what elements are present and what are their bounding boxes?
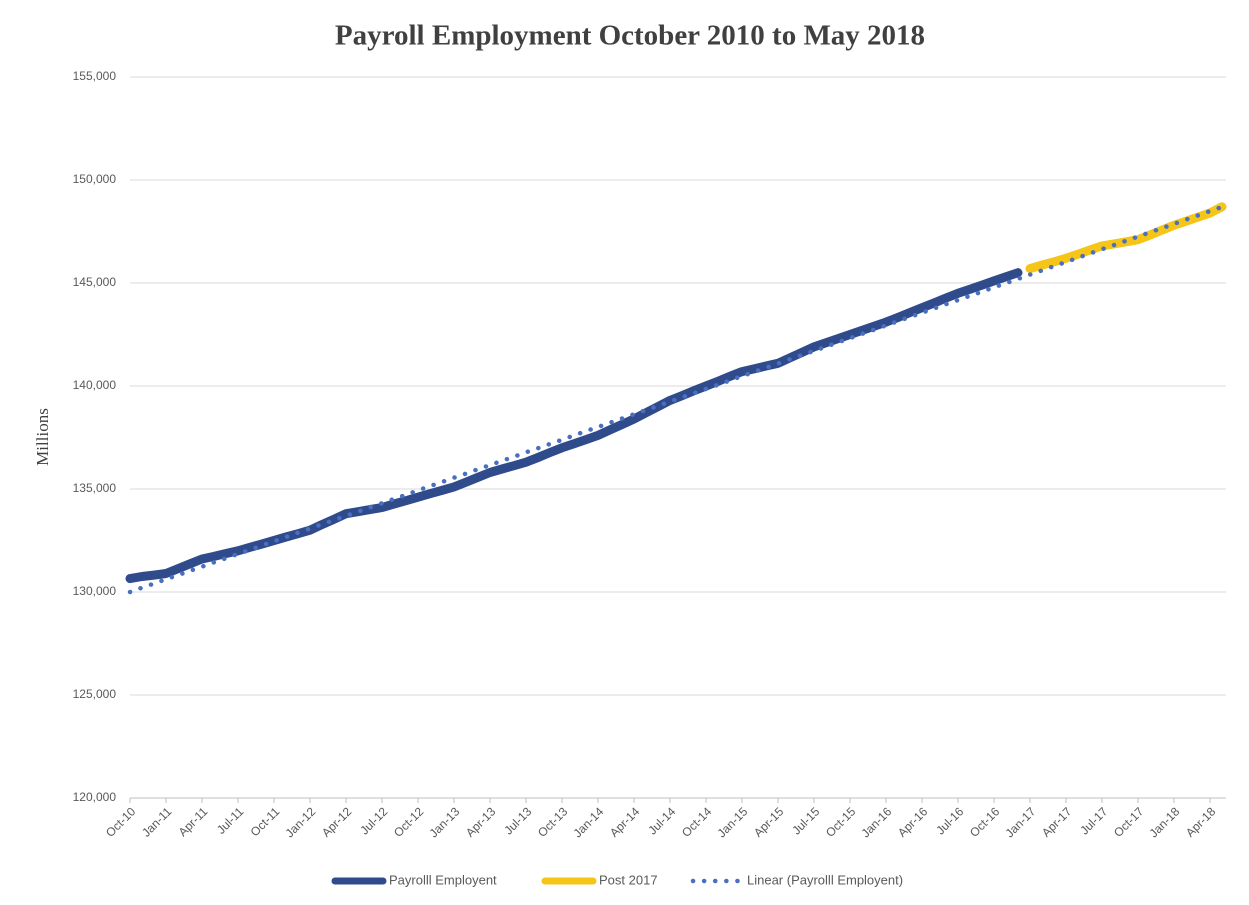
x-tick-label: Apr-14: [607, 804, 643, 840]
x-tick-label: Oct-10: [103, 804, 139, 840]
x-tick-label: Apr-11: [176, 804, 211, 839]
x-tick-label: Jan-17: [1003, 804, 1039, 840]
x-tick-label: Jul-14: [645, 804, 678, 837]
y-axis-label: Millions: [33, 408, 52, 466]
x-tick-label: Apr-16: [895, 804, 931, 840]
x-tick-label: Oct-11: [248, 804, 283, 839]
y-tick-label: 155,000: [73, 69, 117, 83]
x-tick-label: Apr-18: [1183, 804, 1219, 840]
x-tick-label: Oct-16: [967, 804, 1003, 840]
series-line: [127, 204, 1225, 595]
legend-label: Linear (Payrolll Employent): [747, 872, 903, 887]
x-tick-label: Apr-17: [1039, 804, 1075, 840]
x-tick-label: Oct-17: [1111, 804, 1147, 840]
x-tick-label: Oct-13: [535, 804, 571, 840]
x-tick-label: Apr-15: [751, 804, 787, 840]
y-tick-label: 140,000: [73, 378, 117, 392]
x-tick-label: Oct-12: [391, 804, 427, 840]
y-tick-label: 145,000: [73, 275, 117, 289]
series-line: [1025, 202, 1227, 274]
x-tick-label: Jan-11: [139, 804, 174, 839]
x-tick-label: Oct-15: [823, 804, 859, 840]
x-tick-label: Jan-16: [859, 804, 895, 840]
x-tick-label: Apr-12: [319, 804, 355, 840]
y-tick-label: 120,000: [73, 790, 117, 804]
x-tick-label: Jan-13: [427, 804, 463, 840]
x-tick-label: Jul-11: [214, 804, 247, 837]
legend-label: Payrolll Employent: [389, 872, 497, 887]
x-tick-label: Jul-16: [933, 804, 966, 837]
x-tick-label: Jan-12: [283, 804, 319, 840]
x-tick-label: Apr-13: [463, 804, 499, 840]
legend-label: Post 2017: [599, 872, 658, 887]
x-tick-label: Oct-14: [679, 804, 715, 840]
x-tick-label: Jan-14: [571, 804, 607, 840]
chart-title: Payroll Employment October 2010 to May 2…: [335, 20, 925, 52]
x-tick-label: Jan-18: [1147, 804, 1183, 840]
y-tick-label: 130,000: [73, 584, 117, 598]
y-tick-label: 135,000: [73, 481, 117, 495]
y-tick-label: 125,000: [73, 687, 117, 701]
x-tick-label: Jul-12: [357, 804, 390, 837]
y-tick-label: 150,000: [73, 172, 117, 186]
series-line: [125, 268, 1023, 584]
x-tick-label: Jul-13: [501, 804, 534, 837]
x-tick-label: Jan-15: [715, 804, 751, 840]
x-tick-label: Jul-15: [789, 804, 822, 837]
x-tick-label: Jul-17: [1077, 804, 1110, 837]
